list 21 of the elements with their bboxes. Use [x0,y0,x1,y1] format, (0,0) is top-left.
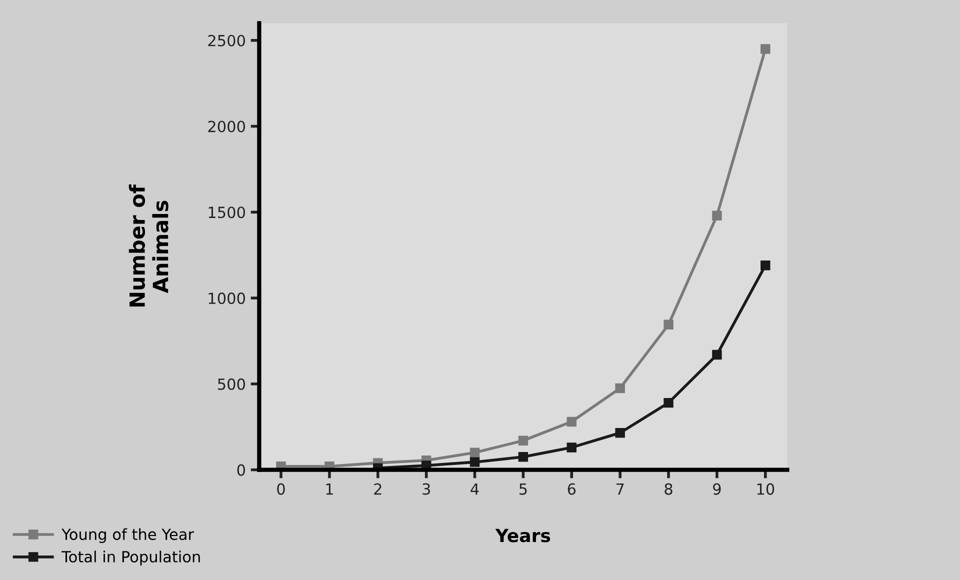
x-tick-label: 2 [374,483,382,495]
x-tick-label: 6 [568,483,576,495]
y-tick-label: 500 [218,378,245,390]
x-tick-label: 1 [326,483,333,495]
y-tick-label: 1000 [208,292,245,304]
x-tick-label: 0 [277,483,285,495]
legend-label: Young of the Year [62,528,194,544]
x-tick-label: 3 [422,483,430,495]
x-axis-title: Years [495,528,550,542]
y-tick-label: 2500 [208,34,245,46]
y-axis-title: Number of Animals [128,184,168,307]
x-tick-label: 4 [470,483,479,495]
legend-label: Total in Population [62,550,200,566]
x-tick-label: 7 [616,483,624,495]
x-tick-label: 8 [664,483,672,495]
x-tick-label: 10 [757,483,774,495]
x-tick-label: 9 [713,483,721,495]
y-tick-label: 1500 [208,206,245,218]
y-tick-label: 0 [237,464,245,476]
x-tick-label: 5 [520,483,527,495]
y-tick-label: 2000 [208,120,245,132]
